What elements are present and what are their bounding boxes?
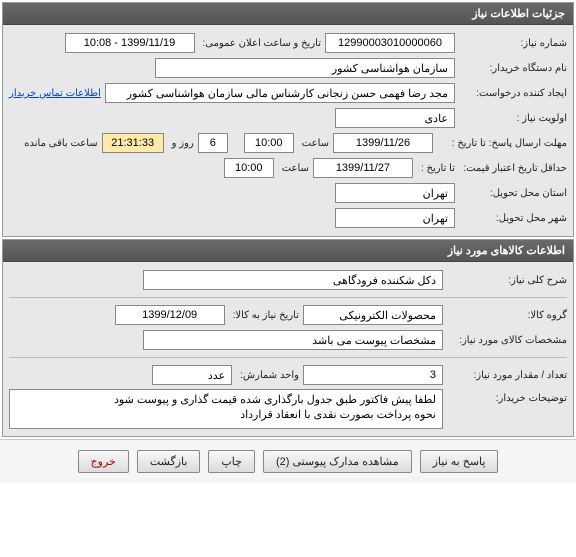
deadline-date-field[interactable] xyxy=(333,133,433,153)
deadline-time-field[interactable] xyxy=(244,133,294,153)
to-date-label: تا تاریخ : xyxy=(417,163,455,174)
time-remain-field[interactable] xyxy=(102,133,164,153)
row-deadline: مهلت ارسال پاسخ: تا تاریخ : ساعت روز و س… xyxy=(9,132,567,154)
min-credit-time-field[interactable] xyxy=(224,158,274,178)
desc-field[interactable] xyxy=(143,270,443,290)
divider-1 xyxy=(9,297,567,298)
deadline-label: مهلت ارسال پاسخ: تا تاریخ : xyxy=(437,138,567,149)
group-field[interactable] xyxy=(303,305,443,325)
announce-field[interactable] xyxy=(65,33,195,53)
unit-label: واحد شمارش: xyxy=(236,370,299,381)
need-details-header: جزئیات اطلاعات نیاز xyxy=(3,3,573,25)
row-priority: اولویت نیاز : xyxy=(9,107,567,129)
need-date-label: تاریخ نیاز به کالا: xyxy=(229,310,299,321)
buyer-org-label: نام دستگاه خریدار: xyxy=(459,63,567,74)
priority-field[interactable] xyxy=(335,108,455,128)
days-remain-field[interactable] xyxy=(198,133,228,153)
buyer-notes-field[interactable] xyxy=(9,389,443,429)
priority-label: اولویت نیاز : xyxy=(459,113,567,124)
need-number-field[interactable] xyxy=(325,33,455,53)
need-details-panel: جزئیات اطلاعات نیاز شماره نیاز: تاریخ و … xyxy=(2,2,574,237)
row-delivery-city: شهر محل تحویل: xyxy=(9,207,567,229)
buyer-org-field[interactable] xyxy=(155,58,455,78)
divider-2 xyxy=(9,357,567,358)
desc-label: شرح کلی نیاز: xyxy=(447,275,567,286)
exit-button[interactable]: خروج xyxy=(78,450,129,473)
days-label: روز و xyxy=(168,138,194,149)
print-button[interactable]: چاپ xyxy=(208,450,255,473)
row-desc: شرح کلی نیاز: xyxy=(9,269,567,291)
row-need-number: شماره نیاز: تاریخ و ساعت اعلان عمومی: xyxy=(9,32,567,54)
spec-field[interactable] xyxy=(143,330,443,350)
row-spec: مشخصات کالای مورد نیاز: xyxy=(9,329,567,351)
spec-label: مشخصات کالای مورد نیاز: xyxy=(447,335,567,346)
row-qty: تعداد / مقدار مورد نیاز: واحد شمارش: xyxy=(9,364,567,386)
row-group: گروه کالا: تاریخ نیاز به کالا: xyxy=(9,304,567,326)
time-label-1: ساعت xyxy=(298,138,329,149)
qty-label: تعداد / مقدار مورد نیاز: xyxy=(447,370,567,381)
qty-field[interactable] xyxy=(303,365,443,385)
row-delivery-province: استان محل تحویل: xyxy=(9,182,567,204)
buyer-notes-label: توضیحات خریدار: xyxy=(447,389,567,404)
attachments-button[interactable]: مشاهده مدارک پیوستی (2) xyxy=(263,450,412,473)
delivery-province-label: استان محل تحویل: xyxy=(459,188,567,199)
row-buyer-notes: توضیحات خریدار: xyxy=(9,389,567,429)
remain-label: ساعت باقی مانده xyxy=(20,138,97,149)
need-date-field[interactable] xyxy=(115,305,225,325)
row-buyer-org: نام دستگاه خریدار: xyxy=(9,57,567,79)
announce-label: تاریخ و ساعت اعلان عمومی: xyxy=(199,38,322,49)
delivery-city-label: شهر محل تحویل: xyxy=(459,213,567,224)
need-details-body: شماره نیاز: تاریخ و ساعت اعلان عمومی: نا… xyxy=(3,25,573,236)
unit-field[interactable] xyxy=(152,365,232,385)
goods-info-body: شرح کلی نیاز: گروه کالا: تاریخ نیاز به ک… xyxy=(3,262,573,436)
back-button[interactable]: بازگشت xyxy=(137,450,201,473)
button-row: پاسخ به نیاز مشاهده مدارک پیوستی (2) چاپ… xyxy=(0,439,576,483)
row-requester: ایجاد کننده درخواست: اطلاعات تماس خریدار xyxy=(9,82,567,104)
goods-info-header: اطلاعات کالاهای مورد نیاز xyxy=(3,240,573,262)
requester-field[interactable] xyxy=(105,83,455,103)
requester-label: ایجاد کننده درخواست: xyxy=(459,88,567,99)
goods-info-panel: اطلاعات کالاهای مورد نیاز شرح کلی نیاز: … xyxy=(2,239,574,437)
need-number-label: شماره نیاز: xyxy=(459,38,567,49)
delivery-province-field[interactable] xyxy=(335,183,455,203)
time-label-2: ساعت xyxy=(278,163,309,174)
min-credit-date-field[interactable] xyxy=(313,158,413,178)
group-label: گروه کالا: xyxy=(447,310,567,321)
min-credit-label: حداقل تاریخ اعتبار قیمت: xyxy=(459,163,567,174)
contact-buyer-link[interactable]: اطلاعات تماس خریدار xyxy=(9,88,101,99)
row-min-credit: حداقل تاریخ اعتبار قیمت: تا تاریخ : ساعت xyxy=(9,157,567,179)
respond-button[interactable]: پاسخ به نیاز xyxy=(420,450,499,473)
delivery-city-field[interactable] xyxy=(335,208,455,228)
